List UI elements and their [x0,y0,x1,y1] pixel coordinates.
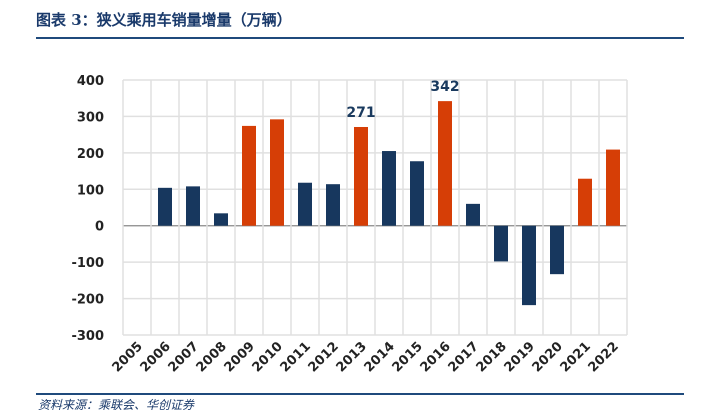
x-tick-label: 2007 [166,339,202,375]
footer-rule [36,393,684,395]
x-tick-label: 2021 [558,339,594,375]
bar-2020 [550,225,564,275]
x-tick-label: 2019 [502,339,538,375]
x-tick-label: 2014 [362,339,398,375]
bar-2015 [410,161,424,226]
bar-2010 [270,119,284,226]
source-note: 资料来源：乘联会、华创证券 [38,398,195,412]
bar-2008 [214,213,228,226]
bar-2021 [578,178,592,226]
bar-2017 [466,203,480,226]
x-tick-label: 2008 [194,339,230,375]
y-tick-label: 400 [77,74,104,89]
x-tick-label: 2015 [390,339,426,375]
x-tick-label: 2017 [446,339,482,375]
data-label: 271 [346,105,375,121]
title-rule [36,37,684,39]
x-tick-label: 2010 [250,339,286,375]
bar-2016 [438,101,452,226]
chart-title: 图表 3：狭义乘用车销量增量（万辆） [36,11,292,29]
x-tick-label: 2011 [278,339,314,375]
x-tick-label: 2006 [138,339,174,375]
y-tick-label: -200 [71,293,104,308]
bar-2014 [382,151,396,226]
y-tick-label: -300 [71,329,104,344]
x-tick-label: 2005 [110,339,146,375]
data-label: 342 [430,79,459,95]
y-tick-label: -100 [71,256,104,271]
x-tick-label: 2013 [334,339,370,375]
bar-2009 [242,125,256,226]
y-tick-label: 200 [77,147,104,162]
x-tick-label: 2022 [586,339,622,375]
x-tick-label: 2018 [474,339,510,375]
bar-2022 [606,149,620,226]
bar-2019 [522,225,536,306]
x-tick-label: 2020 [530,339,566,375]
bar-2012 [326,184,340,226]
y-tick-label: 100 [77,183,104,198]
bar-2018 [494,225,508,262]
x-tick-label: 2012 [306,339,342,375]
y-tick-label: 0 [95,220,104,235]
bar-2011 [298,182,312,226]
x-tick-label: 2009 [222,339,258,375]
bar-2006 [158,187,172,226]
bar-2007 [186,186,200,226]
bar-2013 [354,126,368,226]
y-tick-label: 300 [77,110,104,125]
x-tick-label: 2016 [418,339,454,375]
